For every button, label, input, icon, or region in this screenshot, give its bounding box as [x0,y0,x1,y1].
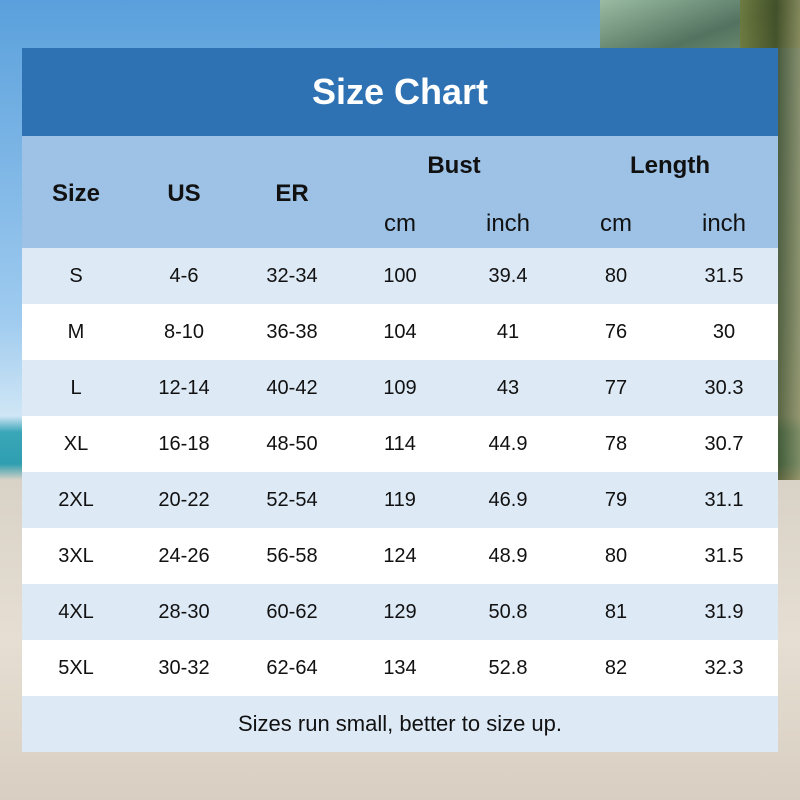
cell-size: 5XL [58,656,94,679]
table-row: 3XL 24-26 56-58 124 48.9 80 31.5 [22,528,778,584]
cell-length-cm: 79 [604,488,628,511]
cell-bust-cm: 100 [383,264,417,287]
cell-size: 2XL [58,488,94,511]
cell-length-cm: 80 [604,264,628,287]
cell-us: 28-30 [158,600,210,623]
cell-length-inch: 31.1 [704,488,744,511]
footer-note: Sizes run small, better to size up. [22,696,778,752]
cell-bust-inch: 41 [496,320,520,343]
cell-length-inch: 31.9 [704,600,744,623]
table-row: L 12-14 40-42 109 43 77 30.3 [22,360,778,416]
table-row: 5XL 30-32 62-64 134 52.8 82 32.3 [22,640,778,696]
cell-er: 52-54 [266,488,318,511]
header-size: Size [51,180,101,207]
cell-length-cm: 81 [604,600,628,623]
table-body: S 4-6 32-34 100 39.4 80 31.5 M 8-10 36-38 104 41 76 3… [22,248,778,696]
cell-bust-inch: 39.4 [488,264,528,287]
cell-length-cm: 82 [604,656,628,679]
cell-bust-cm: 129 [383,600,417,623]
header-length-cm: cm [600,210,632,237]
cell-length-inch: 32.3 [704,656,744,679]
header-length-inch: inch [701,210,747,237]
header-bust-inch: inch [485,210,531,237]
cell-bust-inch: 43 [496,376,520,399]
cell-er: 32-34 [266,264,318,287]
table-header: Size US ER Bust Length cm inch cm inch [22,136,778,248]
cell-length-inch: 30.7 [704,432,744,455]
cell-length-cm: 80 [604,544,628,567]
cell-bust-cm: 119 [384,488,416,511]
cell-er: 60-62 [266,600,318,623]
cell-er: 56-58 [266,544,318,567]
cell-bust-cm: 104 [383,320,417,343]
cell-size: S [69,264,83,287]
table-row: M 8-10 36-38 104 41 76 30 [22,304,778,360]
cell-length-inch: 31.5 [704,544,744,567]
cell-length-cm: 78 [604,432,628,455]
table-row: XL 16-18 48-50 114 44.9 78 30.7 [22,416,778,472]
chart-title: Size Chart [22,48,778,136]
cell-length-cm: 77 [604,376,628,399]
cell-us: 16-18 [158,432,210,455]
cell-length-cm: 76 [604,320,628,343]
header-length: Length [630,152,710,179]
cell-size: XL [63,432,89,455]
cell-bust-inch: 50.8 [488,600,528,623]
cell-er: 48-50 [266,432,318,455]
cell-bust-cm: 124 [383,544,417,567]
table-row: S 4-6 32-34 100 39.4 80 31.5 [22,248,778,304]
header-bust-cm: cm [384,210,416,237]
header-us: US [167,180,201,207]
cell-bust-cm: 134 [383,656,417,679]
cell-length-inch: 30 [712,320,736,343]
table-row: 2XL 20-22 52-54 119 46.9 79 31.1 [22,472,778,528]
cell-bust-inch: 46.9 [488,488,528,511]
cell-er: 40-42 [266,376,318,399]
cell-size: 4XL [58,600,94,623]
cell-us: 4-6 [169,264,199,287]
cell-us: 8-10 [163,320,205,343]
cell-bust-inch: 48.9 [488,544,528,567]
table-row: 4XL 28-30 60-62 129 50.8 81 31.9 [22,584,778,640]
cell-us: 12-14 [158,376,210,399]
cell-us: 24-26 [158,544,210,567]
cell-er: 36-38 [266,320,318,343]
cell-bust-cm: 114 [384,432,416,455]
cell-us: 30-32 [158,656,210,679]
cell-length-inch: 31.5 [704,264,744,287]
size-chart: Size Chart Size US ER Bust Length cm inc… [22,48,778,752]
cell-bust-inch: 44.9 [488,432,528,455]
cell-size: M [67,320,85,343]
cell-size: L [70,376,82,399]
header-bust: Bust [427,152,481,179]
cell-us: 20-22 [158,488,210,511]
cell-er: 62-64 [266,656,318,679]
header-er: ER [275,180,309,207]
cell-bust-inch: 52.8 [488,656,528,679]
cell-length-inch: 30.3 [704,376,744,399]
cell-size: 3XL [58,544,94,567]
cell-bust-cm: 109 [383,376,417,399]
